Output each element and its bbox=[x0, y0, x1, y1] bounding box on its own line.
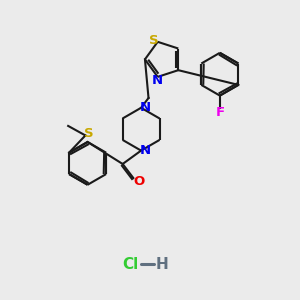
Text: O: O bbox=[133, 175, 144, 188]
Text: Cl: Cl bbox=[123, 257, 139, 272]
Text: N: N bbox=[140, 144, 151, 157]
Text: N: N bbox=[152, 74, 163, 87]
Text: H: H bbox=[155, 257, 168, 272]
Text: N: N bbox=[140, 101, 151, 114]
Text: F: F bbox=[215, 106, 224, 119]
Text: S: S bbox=[149, 34, 159, 47]
Text: S: S bbox=[84, 128, 94, 140]
